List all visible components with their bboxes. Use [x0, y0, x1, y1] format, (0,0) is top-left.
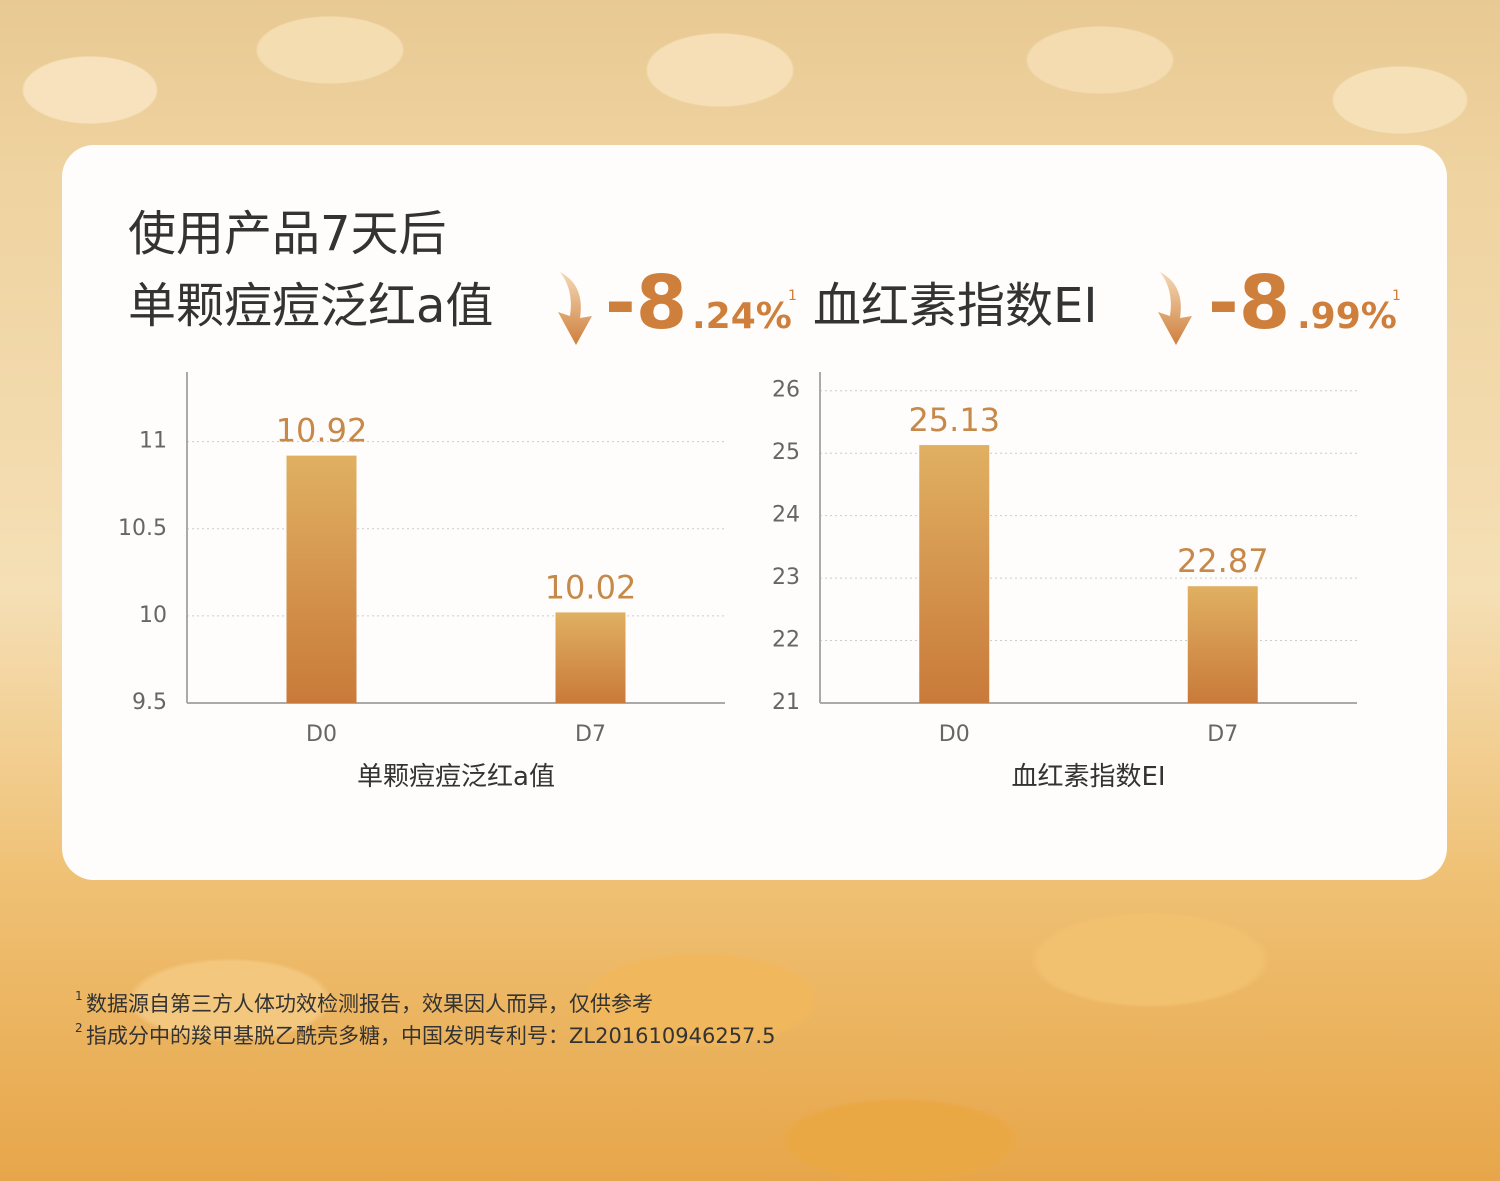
headline: 使用产品7天后: [128, 206, 447, 262]
x-tick-label: D0: [306, 722, 337, 747]
bar: [919, 445, 990, 703]
y-tick-label: 11: [139, 429, 167, 454]
value-label: 22.87: [1177, 542, 1269, 580]
y-tick-label: 10: [139, 603, 167, 628]
footnote: 指成分中的羧甲基脱乙酰壳多糖，中国发明专利号：ZL201610946257.5: [86, 1024, 775, 1048]
down-arrow: [1158, 272, 1192, 345]
x-tick-label: D7: [1207, 722, 1238, 747]
x-axis-title: 单颗痘痘泛红a值: [357, 762, 555, 792]
down-arrow: [558, 272, 592, 345]
change-main: -8: [1208, 260, 1290, 346]
note-mark: 1: [1392, 288, 1401, 304]
footnote-mark: 1: [75, 989, 83, 1003]
bar: [1187, 586, 1258, 703]
metric-2: 血红素指数EI: [813, 278, 1098, 334]
change-decimal: .24%: [692, 296, 792, 337]
x-tick-label: D0: [939, 722, 970, 747]
y-tick-label: 26: [772, 378, 800, 403]
value-label: 25.13: [908, 401, 1000, 439]
y-tick-label: 10.5: [118, 516, 167, 541]
note-mark: 1: [788, 288, 797, 304]
y-tick-label: 24: [772, 503, 800, 528]
metric-1: 单颗痘痘泛红a值: [128, 278, 493, 334]
x-tick-label: D7: [575, 722, 606, 747]
footnote: 数据源自第三方人体功效检测报告，效果因人而异，仅供参考: [86, 992, 653, 1016]
y-tick-label: 21: [772, 690, 800, 715]
bar: [286, 455, 357, 703]
footnote-mark: 2: [75, 1021, 83, 1035]
y-tick-label: 9.5: [132, 690, 167, 715]
y-tick-label: 25: [772, 440, 800, 465]
change-decimal: .99%: [1297, 296, 1397, 337]
bar: [555, 612, 626, 703]
card: [62, 145, 1447, 880]
y-tick-label: 23: [772, 565, 800, 590]
value-label: 10.92: [276, 412, 368, 450]
y-tick-label: 22: [772, 628, 800, 653]
change-main: -8: [605, 260, 687, 346]
x-axis-title: 血红素指数EI: [1011, 762, 1165, 792]
value-label: 10.02: [545, 568, 637, 606]
